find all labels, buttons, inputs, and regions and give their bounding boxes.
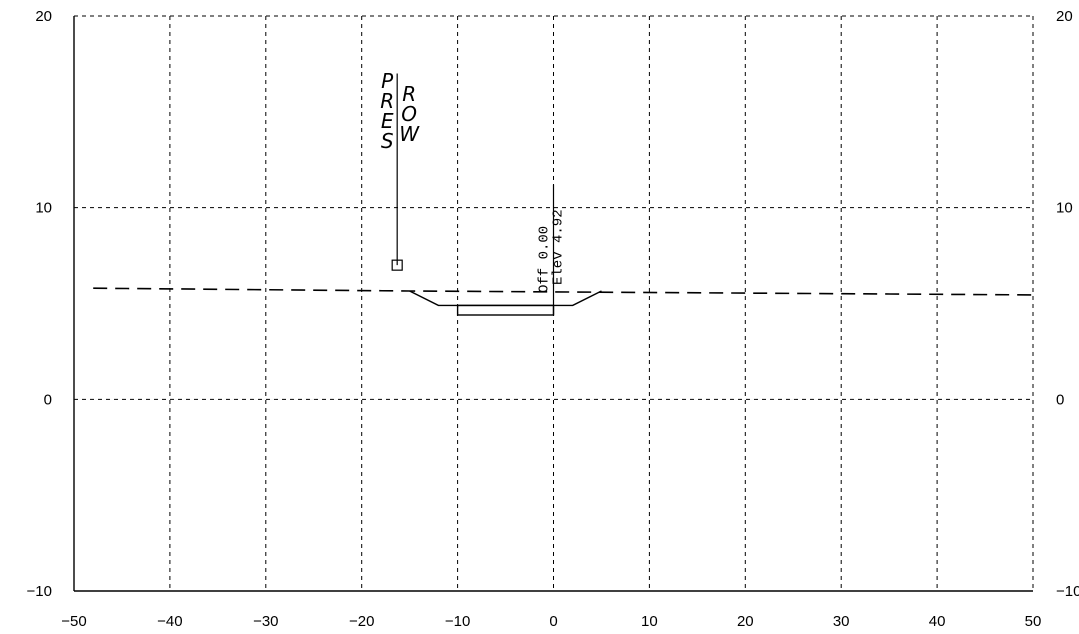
- row-label-left-letter: E: [381, 109, 394, 133]
- row-label-right-letter: R: [402, 82, 416, 106]
- x-tick-label: −40: [157, 613, 182, 630]
- x-tick-label: −30: [253, 613, 278, 630]
- row-label-right: ROW: [399, 82, 420, 146]
- axes: [73, 16, 1033, 592]
- row-label-right-letter: O: [401, 102, 417, 126]
- y-tick-label-right: 10: [1056, 200, 1073, 217]
- row-label-left-letter: S: [381, 129, 394, 153]
- x-tick-label: −50: [61, 613, 86, 630]
- y-tick-label-right: 20: [1056, 8, 1073, 25]
- x-tick-label: −20: [349, 613, 374, 630]
- x-tick-label: −10: [445, 613, 470, 630]
- x-tick-label: 10: [641, 613, 658, 630]
- elevation-label: Elev 4.92: [551, 209, 567, 285]
- road-template: [409, 290, 602, 307]
- y-tick-label: −10: [27, 583, 52, 600]
- row-label-left-letter: P: [381, 69, 394, 93]
- x-tick-label: 50: [1025, 613, 1042, 630]
- row-marker-box: [391, 259, 403, 271]
- x-tick-label: 20: [737, 613, 754, 630]
- ground-line: [93, 287, 1034, 296]
- y-tick-label: 0: [44, 391, 52, 408]
- y-tick-labels-left: −10 0 10 20: [27, 8, 52, 600]
- row-label-left-letter: R: [380, 89, 394, 113]
- y-tick-label-right: 0: [1056, 391, 1064, 408]
- y-tick-label-right: −10: [1056, 583, 1079, 600]
- row-label-right-letter: W: [399, 122, 420, 146]
- y-tick-labels-right: −10 0 10 20: [1056, 8, 1079, 600]
- y-tick-label: 10: [35, 200, 52, 217]
- x-tick-label: 30: [833, 613, 850, 630]
- y-tick-label: 20: [35, 8, 52, 25]
- x-tick-label: 40: [929, 613, 946, 630]
- offset-label: Off 0.00: [537, 226, 553, 293]
- pavement-box: [456, 304, 555, 316]
- x-tick-label: 0: [549, 613, 557, 630]
- x-tick-labels: −50 −40 −30 −20 −10 0 10 20 30 40 50: [61, 613, 1041, 630]
